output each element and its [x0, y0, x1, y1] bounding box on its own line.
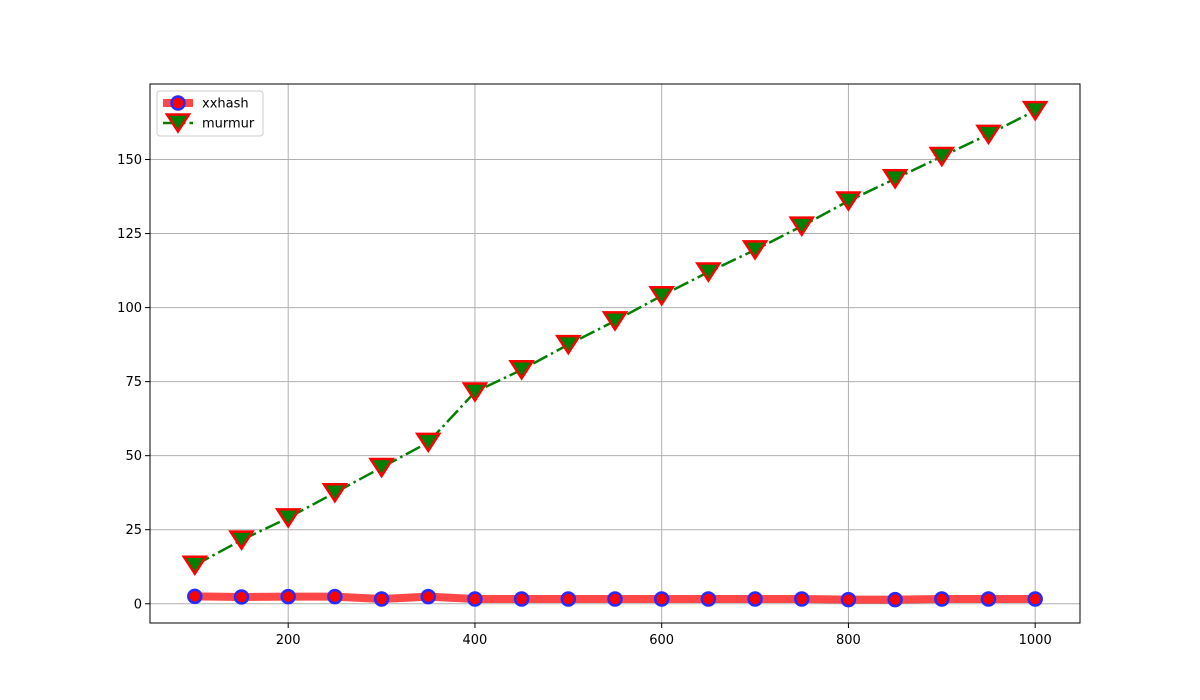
y-tick-label: 125	[117, 227, 142, 242]
x-tick-label: 1000	[1019, 633, 1052, 648]
data-point-murmur	[508, 360, 535, 381]
data-point-murmur	[835, 191, 862, 212]
legend-label-xxhash: xxhash	[202, 97, 249, 112]
x-tick-label: 200	[276, 633, 301, 648]
data-point-murmur	[461, 382, 489, 403]
series-lines	[181, 100, 1049, 608]
y-tick-label: 75	[125, 375, 142, 390]
data-point-xxhash	[233, 589, 250, 605]
y-axis: 0 25 50 75 100 125 150	[117, 153, 150, 612]
data-point-murmur	[181, 555, 209, 577]
x-tick-label: 800	[836, 633, 861, 648]
data-point-xxhash	[980, 591, 997, 607]
legend-marker-murmur	[164, 113, 192, 134]
plot-frame	[149, 83, 1081, 624]
data-point-xxhash	[700, 591, 717, 607]
data-point-murmur	[695, 262, 722, 283]
data-point-xxhash	[747, 591, 763, 607]
data-point-murmur	[928, 146, 956, 168]
data-point-murmur	[788, 216, 816, 237]
legend: xxhash murmur	[156, 90, 264, 137]
x-tick-label: 600	[649, 633, 674, 648]
data-point-xxhash	[513, 591, 530, 607]
legend-item-murmur: murmur	[163, 113, 255, 134]
legend-marker-xxhash	[170, 95, 186, 111]
y-tick-label: 50	[125, 449, 142, 464]
data-point-murmur	[321, 482, 349, 504]
data-point-xxhash	[280, 588, 296, 605]
data-point-xxhash	[934, 591, 950, 607]
data-point-xxhash	[373, 591, 390, 607]
data-point-murmur	[1021, 100, 1049, 122]
data-point-xxhash	[187, 588, 203, 605]
data-point-xxhash	[1027, 591, 1043, 607]
data-point-xxhash	[887, 591, 903, 608]
data-point-murmur	[274, 508, 302, 529]
legend-item-xxhash: xxhash	[163, 95, 249, 112]
data-point-xxhash	[653, 591, 670, 607]
data-point-xxhash	[840, 591, 857, 608]
data-point-murmur	[881, 169, 909, 190]
x-tick-label: 400	[463, 633, 488, 648]
data-point-murmur	[368, 457, 395, 479]
y-tick-label: 25	[125, 523, 142, 538]
data-point-murmur	[601, 311, 629, 332]
data-point-murmur	[228, 530, 255, 551]
data-point-murmur	[741, 240, 769, 261]
data-point-xxhash	[607, 591, 623, 607]
x-axis: 200 400 600 800 1000	[276, 623, 1052, 648]
data-point-murmur	[648, 286, 675, 307]
series-murmur	[181, 100, 1049, 577]
data-point-murmur	[555, 334, 582, 356]
data-point-xxhash	[467, 591, 483, 607]
y-tick-label: 150	[117, 153, 142, 168]
y-tick-label: 100	[117, 301, 142, 316]
data-point-murmur	[414, 432, 442, 454]
data-point-murmur	[975, 124, 1002, 146]
series-line-murmur	[194, 109, 1036, 567]
data-point-xxhash	[560, 591, 577, 607]
series-xxhash	[187, 588, 1043, 608]
legend-label-murmur: murmur	[202, 117, 255, 132]
y-tick-label: 0	[134, 597, 142, 612]
data-point-xxhash	[420, 588, 437, 605]
data-point-xxhash	[327, 588, 343, 605]
data-point-xxhash	[793, 591, 810, 607]
